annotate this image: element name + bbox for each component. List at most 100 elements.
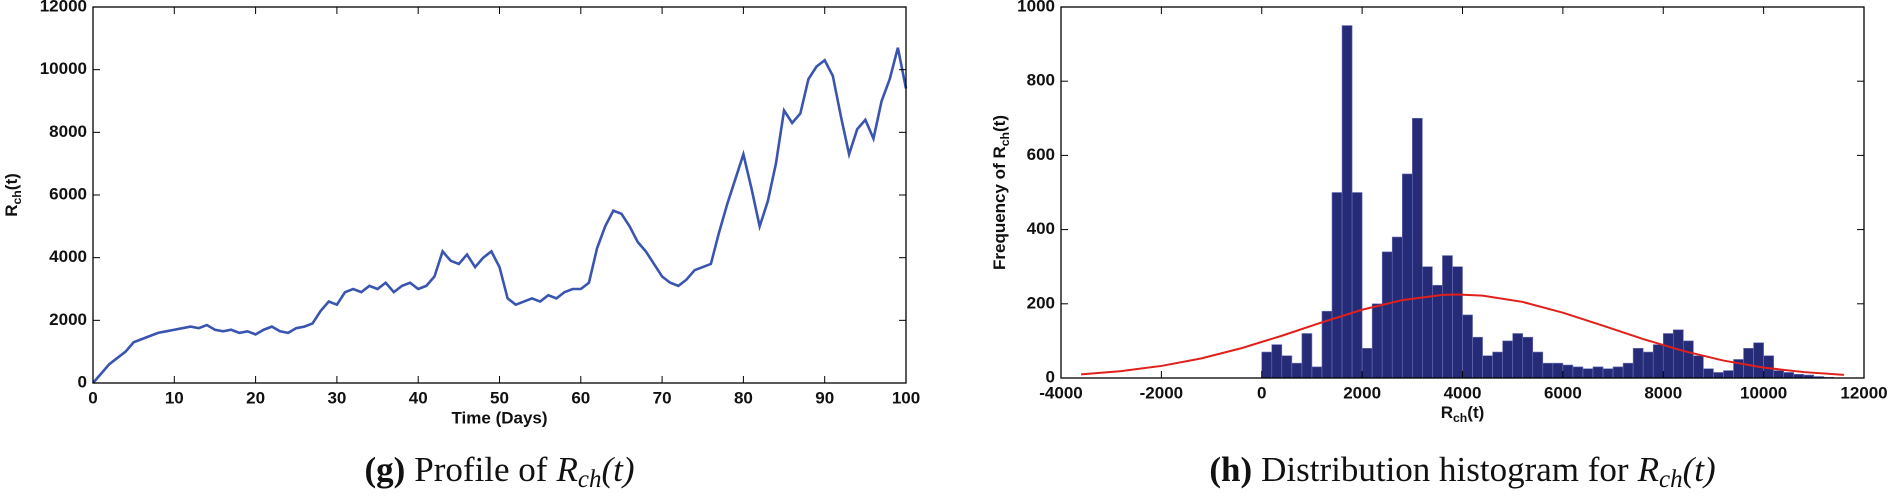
x-tick-label: 20 [246,388,265,407]
x-tick-label: 60 [571,388,590,407]
y-tick-label: 800 [1027,71,1055,90]
histogram-bar [1391,236,1403,379]
x-tick-label: 0 [1257,383,1266,402]
histogram-bar [1462,314,1473,379]
y-tick-label: 12000 [40,0,87,15]
caption-label: (h) [1209,450,1252,489]
histogram-bar [1592,366,1604,379]
histogram-bar [1381,251,1393,379]
x-tick-label: 10000 [1740,383,1787,402]
histogram-bar [1281,355,1293,379]
x-tick-label: 50 [490,388,509,407]
x-axis-label-sub: ch [1453,411,1467,425]
histogram-bar [1311,366,1323,379]
histogram-bar [1683,340,1694,379]
caption-label: (g) [364,450,405,489]
histogram-bar [1652,344,1664,379]
histogram-bar [1351,192,1363,379]
histogram-bar [1341,25,1353,379]
histogram-bar [1331,192,1343,379]
x-tick-label: 90 [815,388,834,407]
histogram-bar [1291,362,1303,379]
y-tick-label: 0 [78,372,87,391]
y-tick-label: 4000 [49,247,87,266]
histogram-bar [1672,329,1684,379]
caption: (g) Profile of Rch(t) [364,450,634,493]
y-axis-label: Rch(t) [2,173,24,217]
x-tick-label: 80 [734,388,753,407]
caption-var: R [1637,450,1659,489]
histogram-bar [1442,255,1453,379]
y-tick-label: 400 [1027,219,1055,238]
histogram-bar [1552,362,1564,379]
caption-sub: ch [1659,466,1683,493]
caption-var: R [555,450,577,489]
y-axis-label-sub: ch [998,132,1012,146]
histogram-bar [1723,370,1734,379]
histogram-bar [1512,333,1524,379]
histogram-bar [1783,372,1795,379]
fit-curve [1080,293,1844,376]
x-tick-label: 12000 [1840,383,1887,402]
caption-text: Distribution histogram for [1261,450,1629,489]
data-line [92,47,908,384]
x-tick-label: -4000 [1039,383,1082,402]
x-tick-label: 6000 [1544,383,1582,402]
caption-text: Profile of [414,450,548,489]
histogram-bar [1422,266,1433,379]
histogram-bar [1401,173,1413,379]
histogram-bar [1452,266,1463,379]
y-tick-label: 1000 [1017,0,1055,15]
plot-area [93,7,906,383]
histogram-bar [1492,351,1503,379]
x-axis-label: Time (Days) [451,408,547,427]
histogram-bar [1743,348,1754,379]
histogram-bar [1361,348,1373,379]
histogram-bar [1301,333,1313,379]
histogram-bar [1472,336,1483,379]
histogram-bar [1622,362,1634,379]
histogram-bar [1412,118,1423,379]
y-axis-label-tail: (t) [990,115,1009,132]
x-tick-label: 70 [653,388,672,407]
histogram-bar [1612,366,1624,379]
histogram-bar [1522,336,1534,379]
x-axis-label: Rch(t) [1441,403,1485,425]
caption-sub: ch [578,466,602,493]
histogram-bar [1632,348,1644,379]
histogram-bar [1753,342,1764,379]
histogram-bar [1713,372,1724,379]
histogram-bar [1482,355,1493,379]
histogram-bar [1432,284,1443,379]
x-tick-label: -2000 [1140,383,1183,402]
y-tick-label: 600 [1027,145,1055,164]
x-axis-label-base: R [1441,403,1453,422]
y-axis-label-sub: ch [10,190,24,204]
histogram-bar [1532,351,1544,379]
caption: (h) Distribution histogram for Rch(t) [1209,450,1715,493]
x-tick-label: 100 [892,388,920,407]
y-tick-label: 200 [1027,293,1055,312]
y-tick-label: 6000 [49,184,87,203]
x-tick-label: 0 [88,388,97,407]
y-tick-label: 0 [1046,367,1055,386]
y-tick-label: 10000 [40,59,87,78]
y-axis-label-tail: (t) [2,173,21,190]
histogram-bar [1602,368,1614,379]
x-tick-label: 30 [327,388,346,407]
caption-tail: (t) [601,450,634,489]
histogram-bar [1703,368,1714,379]
y-axis-label-base: R [2,204,21,216]
y-axis-label: Frequency of Rch(t) [990,115,1012,270]
x-tick-label: 4000 [1444,383,1482,402]
histogram-bar [1773,370,1784,379]
y-axis-label-base: Frequency of R [990,146,1009,270]
x-tick-label: 40 [409,388,428,407]
caption-tail: (t) [1683,450,1716,489]
histogram-bar [1271,344,1283,379]
y-tick-label: 2000 [49,310,87,329]
x-tick-label: 2000 [1343,383,1381,402]
x-tick-label: 10 [165,388,184,407]
histogram-bar [1502,340,1513,379]
histogram-bar [1371,303,1383,379]
